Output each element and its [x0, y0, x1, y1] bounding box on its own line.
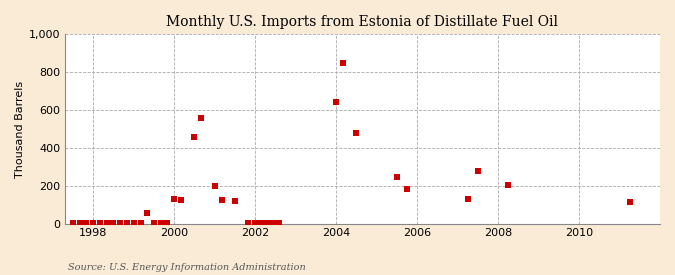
Point [81, 221, 92, 226]
Point [250, 221, 261, 226]
Point [176, 198, 186, 202]
Point [128, 221, 139, 226]
Point [189, 134, 200, 139]
Point [624, 200, 635, 204]
Point [122, 221, 132, 226]
Point [263, 221, 274, 226]
Point [68, 221, 78, 226]
Point [209, 184, 220, 188]
Point [162, 221, 173, 226]
Point [472, 169, 483, 173]
Title: Monthly U.S. Imports from Estonia of Distillate Fuel Oil: Monthly U.S. Imports from Estonia of Dis… [167, 15, 558, 29]
Point [108, 221, 119, 226]
Point [148, 221, 159, 226]
Point [95, 221, 105, 226]
Point [88, 221, 99, 226]
Point [155, 221, 166, 226]
Point [74, 221, 85, 226]
Y-axis label: Thousand Barrels: Thousand Barrels [15, 81, 25, 178]
Point [216, 198, 227, 202]
Point [338, 61, 348, 65]
Point [331, 99, 342, 104]
Point [101, 221, 112, 226]
Point [243, 221, 254, 226]
Point [230, 199, 240, 203]
Point [392, 175, 402, 179]
Point [135, 221, 146, 226]
Point [142, 211, 153, 216]
Point [253, 221, 264, 226]
Point [267, 221, 277, 226]
Point [115, 221, 126, 226]
Text: Source: U.S. Energy Information Administration: Source: U.S. Energy Information Administ… [68, 263, 305, 272]
Point [256, 221, 267, 226]
Point [462, 197, 473, 201]
Point [260, 221, 271, 226]
Point [169, 197, 180, 201]
Point [402, 186, 412, 191]
Point [270, 221, 281, 226]
Point [351, 131, 362, 135]
Point [196, 116, 207, 120]
Point [273, 221, 284, 226]
Point [503, 182, 514, 187]
